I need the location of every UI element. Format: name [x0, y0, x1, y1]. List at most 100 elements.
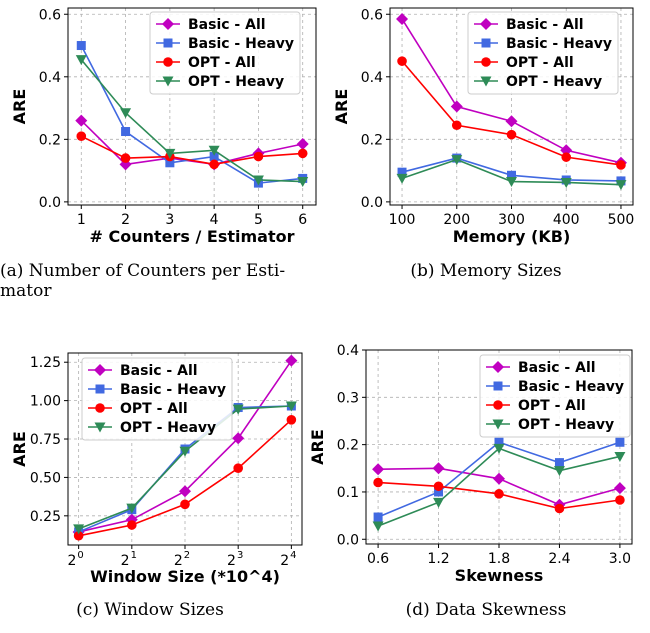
y-tick-label: 0.50	[30, 470, 61, 486]
legend-marker	[94, 422, 106, 433]
x-tick-label: 1.8	[488, 551, 510, 567]
series-opt-all	[373, 477, 625, 514]
data-point	[505, 115, 518, 128]
x-tick-label: 300	[498, 212, 525, 228]
series-line	[80, 59, 303, 183]
legend-label: OPT - All	[506, 55, 574, 71]
y-tick-label: 0.2	[39, 132, 61, 148]
y-tick-label: 0.0	[361, 195, 383, 211]
legend-marker	[481, 38, 491, 48]
data-point	[450, 100, 463, 113]
legend-label: Basic - Heavy	[188, 36, 294, 52]
x-tick-label: 3	[165, 212, 174, 228]
caption-line: (c) Window Sizes	[76, 600, 224, 620]
data-point	[616, 160, 626, 170]
data-point	[75, 114, 88, 127]
data-point	[507, 170, 516, 180]
x-tick-base: 2	[174, 553, 183, 569]
data-point	[553, 466, 565, 477]
legend-label: OPT - All	[518, 398, 586, 414]
data-point	[615, 437, 625, 447]
legend-marker	[492, 361, 504, 373]
data-point	[614, 451, 626, 462]
series-basic-all	[75, 114, 309, 171]
data-point	[433, 497, 445, 508]
x-tick-base: 2	[280, 553, 289, 569]
y-tick-label: 0.2	[361, 132, 383, 148]
y-tick-label: 0.6	[39, 7, 61, 23]
data-point	[297, 177, 309, 188]
legend-marker	[493, 400, 503, 410]
x-tick-exponent: 1	[131, 550, 137, 561]
x-tick-label: 2.4	[548, 551, 570, 567]
data-point	[179, 485, 191, 498]
panel-caption: (a) Number of Counters per Esti-mator	[0, 261, 285, 301]
x-tick-label: 20	[67, 550, 83, 569]
data-point	[73, 530, 84, 541]
x-axis-label: Memory (KB)	[453, 227, 571, 246]
legend-label: OPT - All	[188, 55, 256, 71]
data-point	[561, 152, 572, 162]
data-point	[120, 153, 131, 163]
legend: Basic - All Basic - Heavy OPT - All OPT - H…	[479, 354, 631, 438]
y-tick-label: 0.4	[337, 343, 359, 359]
y-tick-label: 0.75	[30, 432, 61, 448]
x-tick-label: 21	[121, 550, 137, 569]
data-point	[164, 148, 176, 159]
x-tick-base: 2	[227, 553, 236, 569]
data-point	[396, 12, 409, 25]
chart-panel-2: 0.0 0.2 0.4 0.6 100 200 300 400 500 Memory (KB) AR…	[332, 7, 634, 281]
y-tick-label: 0.4	[39, 70, 61, 86]
x-axis-label: Skewness	[455, 566, 544, 585]
data-point	[233, 463, 243, 474]
series-opt-heavy	[73, 401, 297, 535]
series-line	[80, 135, 303, 166]
chart-panel-4: 0.0 0.1 0.2 0.3 0.4 0.6 1.2 1.8 2.4 3.0 Skewness AR…	[308, 343, 633, 620]
y-tick-label: 0.1	[337, 485, 359, 501]
data-point	[232, 404, 244, 415]
x-axis-label: # Counters / Estimator	[90, 227, 295, 246]
data-point	[451, 155, 463, 166]
x-tick-label: 4	[210, 212, 219, 228]
caption-line: (a) Number of Counters per Esti-	[0, 261, 285, 281]
legend-label: OPT - All	[120, 401, 188, 417]
x-tick-label: 23	[227, 550, 243, 569]
x-tick-label: 1	[77, 212, 86, 228]
x-tick-label: 5	[254, 212, 263, 228]
data-point	[286, 415, 297, 425]
data-point	[179, 446, 191, 457]
data-point	[554, 458, 564, 468]
chart-panel-1: 0.0 0.2 0.4 0.6 1 2 3 4 5 6# Counters / Estimator…	[0, 7, 317, 301]
data-point	[493, 443, 505, 454]
data-point	[180, 499, 190, 510]
x-tick-label: 6	[298, 212, 307, 228]
series-basic-heavy	[373, 437, 625, 522]
data-point	[613, 482, 626, 495]
caption-line: (b) Memory Sizes	[410, 261, 561, 281]
legend-label: Basic - All	[506, 17, 584, 33]
data-point	[127, 520, 137, 530]
legend-box	[479, 354, 631, 438]
legend-marker	[94, 364, 106, 376]
y-axis-label: ARE	[308, 429, 327, 465]
data-point	[373, 512, 383, 522]
y-tick-label: 1.25	[30, 355, 61, 371]
y-tick-label: 0.0	[337, 532, 359, 548]
legend-label: Basic - Heavy	[506, 36, 612, 52]
legend-label: OPT - Heavy	[120, 420, 216, 436]
x-tick-label: 500	[608, 212, 635, 228]
series-line	[80, 120, 303, 166]
series-opt-all	[397, 56, 626, 170]
x-tick-base: 2	[67, 553, 76, 569]
caption-line: mator	[0, 281, 52, 301]
series-basic-all	[372, 462, 626, 511]
data-point	[75, 55, 87, 66]
x-tick-label: 200	[443, 212, 470, 228]
data-point	[433, 481, 444, 492]
y-axis-label: ARE	[10, 431, 29, 467]
x-tick-exponent: 3	[237, 550, 243, 561]
legend-marker	[163, 38, 173, 48]
data-point	[165, 158, 175, 168]
x-tick-label: 0.6	[367, 551, 389, 567]
legend: Basic - All Basic - Heavy OPT - All OPT - H…	[81, 357, 233, 441]
